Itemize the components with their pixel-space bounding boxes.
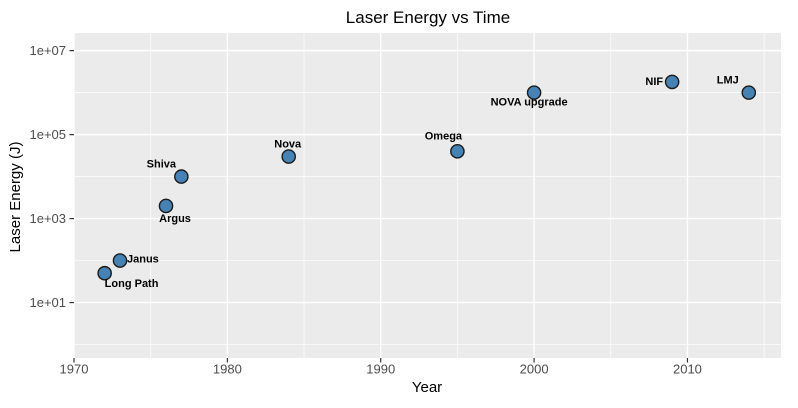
data-point-janus: [112, 253, 128, 268]
chart-title: Laser Energy vs Time: [346, 8, 510, 27]
data-point-nova: [281, 149, 297, 164]
point-label-long-path: Long Path: [105, 278, 159, 290]
x-tick-label: 2000: [520, 362, 549, 377]
point-label-omega: Omega: [425, 130, 463, 142]
x-tick-label: 1980: [213, 362, 242, 377]
y-tick-label: 1e+05: [29, 127, 66, 142]
plot-panel-layer: [74, 33, 781, 358]
point-label-janus: Janus: [127, 254, 159, 266]
x-tick-label: 2010: [673, 362, 702, 377]
point-label-nova-upgrade: NOVA upgrade: [491, 97, 568, 109]
axis-tick-marks: [69, 50, 689, 363]
y-tick-label: 1e+07: [29, 43, 66, 58]
data-points: [97, 74, 757, 281]
point-label-nova: Nova: [274, 139, 302, 151]
point-label-nif: NIF: [645, 76, 663, 88]
data-point-lmj: [741, 85, 757, 100]
data-point-nif: [664, 74, 680, 90]
y-tick-labels: 1e+07 1e+05 1e+03 1e+01: [29, 43, 66, 310]
x-tick-labels: 1970 1980 1990 2000 2010: [60, 362, 702, 377]
data-point-argus: [158, 198, 174, 214]
point-label-shiva: Shiva: [147, 159, 177, 171]
y-tick-label: 1e+03: [29, 211, 66, 226]
data-point-long-path: [97, 265, 112, 281]
x-tick-label: 1990: [366, 362, 395, 377]
point-label-lmj: LMJ: [717, 75, 739, 87]
minor-gridlines: [74, 33, 781, 358]
plot-panel: [74, 33, 781, 358]
data-point-omega: [450, 144, 465, 159]
y-axis-title: Laser Energy (J): [7, 142, 24, 253]
point-label-argus: Argus: [159, 213, 191, 225]
point-annotations: Long Path Janus Argus Shiva Nova Omega NOVA up…: [105, 75, 739, 291]
major-gridlines: [73, 33, 781, 358]
y-tick-label: 1e+01: [29, 295, 66, 310]
x-axis-title: Year: [412, 379, 442, 396]
data-point-nova-upgrade: [526, 85, 542, 100]
x-tick-label: 1970: [60, 362, 89, 377]
data-point-shiva: [174, 169, 189, 184]
